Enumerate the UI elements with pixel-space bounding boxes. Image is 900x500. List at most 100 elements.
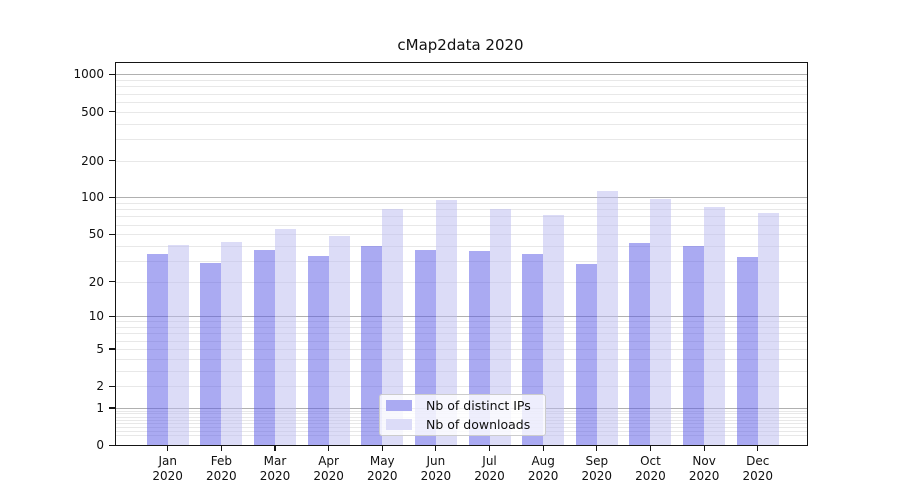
bar-downloads <box>650 198 672 445</box>
y-tick-label: 200 <box>81 153 104 168</box>
bar-distinct-ips <box>361 245 383 445</box>
bar-downloads <box>167 244 189 445</box>
minor-gridline <box>116 245 807 247</box>
minor-gridline <box>116 111 807 113</box>
x-tick-label: Dec 2020 <box>726 454 790 484</box>
x-tick-year: 2020 <box>474 469 505 483</box>
y-tick-label: 10 <box>88 309 104 324</box>
bar-distinct-ips <box>307 255 329 445</box>
x-tick-mark <box>435 445 437 451</box>
x-tick-mark <box>649 445 652 451</box>
x-tick-month: Dec <box>746 454 770 468</box>
minor-gridline <box>116 234 807 236</box>
minor-gridline <box>116 281 807 283</box>
minor-gridline <box>116 386 807 388</box>
bar-distinct-ips <box>683 245 705 445</box>
y-tick-mark <box>109 111 116 113</box>
minor-gridline <box>116 216 807 218</box>
minor-gridline <box>116 224 807 226</box>
minor-gridline <box>116 333 807 335</box>
bar-distinct-ips <box>629 243 651 445</box>
bar-downloads <box>757 212 779 445</box>
x-tick-year: 2020 <box>527 469 559 483</box>
bar-distinct-ips <box>200 262 222 445</box>
x-tick-month: Jun <box>426 454 446 468</box>
x-tick-month: Apr <box>318 454 339 468</box>
bar-downloads <box>274 229 296 445</box>
x-tick-month: Jul <box>482 454 497 468</box>
y-tick-mark <box>109 233 116 235</box>
x-tick-month: Sep <box>585 454 609 468</box>
bar-downloads <box>543 214 565 445</box>
x-tick-label: Oct 2020 <box>618 454 682 484</box>
bar-downloads <box>489 208 511 445</box>
bar-downloads <box>221 242 243 445</box>
minor-gridline <box>116 86 807 88</box>
bar-downloads <box>704 206 726 445</box>
minor-gridline <box>116 340 807 342</box>
x-tick-label: Sep 2020 <box>565 454 629 484</box>
bar-downloads <box>382 209 404 445</box>
x-tick-mark <box>381 445 383 451</box>
minor-gridline <box>116 101 807 103</box>
x-tick-year: 2020 <box>206 469 237 483</box>
y-tick-label: 100 <box>81 190 104 205</box>
x-tick-label: May 2020 <box>350 454 414 484</box>
legend-label-downloads: Nb of downloads <box>426 417 531 432</box>
x-tick-year: 2020 <box>366 469 398 483</box>
plot-area: Nb of distinct IPs Nb of downloads 0 1 2 5 1… <box>73 62 808 483</box>
x-tick-mark <box>488 445 491 451</box>
minor-gridline <box>116 203 807 205</box>
x-tick-mark <box>167 445 169 451</box>
minor-gridline <box>116 370 807 372</box>
x-tick-year: 2020 <box>420 469 452 483</box>
x-tick-mark <box>542 445 544 451</box>
y-tick-mark <box>109 196 116 199</box>
bar-distinct-ips <box>736 257 758 445</box>
x-tick-mark <box>596 445 598 451</box>
x-tick-label: Nov 2020 <box>672 454 736 484</box>
legend-item-distinct-ips: Nb of distinct IPs <box>386 398 545 413</box>
bar-distinct-ips <box>253 249 275 445</box>
y-tick-label: 500 <box>81 104 104 119</box>
x-tick-year: 2020 <box>688 469 720 483</box>
x-tick-month: Aug <box>531 454 555 468</box>
x-tick-label: Apr 2020 <box>297 454 361 484</box>
bar-downloads <box>596 190 618 445</box>
x-tick-year: 2020 <box>152 469 183 483</box>
y-tick-mark <box>109 407 116 409</box>
y-tick-mark <box>109 315 116 318</box>
bar-downloads <box>328 236 350 445</box>
x-tick-label: Jul 2020 <box>458 454 522 484</box>
legend: Nb of distinct IPs Nb of downloads <box>379 394 546 436</box>
minor-gridline <box>116 138 807 140</box>
minor-gridline <box>116 80 807 82</box>
minor-gridline <box>116 160 807 162</box>
bar-distinct-ips <box>146 254 168 445</box>
x-tick-year: 2020 <box>313 469 344 483</box>
y-tick-mark <box>109 73 116 76</box>
y-tick-label: 1000 <box>73 67 104 82</box>
x-tick-month: May <box>369 454 395 468</box>
y-tick-label: 5 <box>96 341 104 356</box>
x-tick-label: Feb 2020 <box>189 454 253 484</box>
legend-swatch-distinct-ips <box>386 400 412 411</box>
legend-swatch-downloads <box>386 419 412 430</box>
chart-title: cMap2data 2020 <box>397 36 524 54</box>
x-tick-label: Jan 2020 <box>136 454 200 484</box>
major-gridline <box>116 197 807 199</box>
legend-label-distinct-ips: Nb of distinct IPs <box>426 398 531 413</box>
x-tick-year: 2020 <box>635 469 666 483</box>
x-tick-label: Jun 2020 <box>404 454 468 484</box>
y-tick-mark <box>109 444 116 446</box>
x-tick-label: Aug 2020 <box>511 454 575 484</box>
y-tick-mark <box>109 348 116 350</box>
x-tick-month: Feb <box>210 454 232 468</box>
x-tick-mark <box>328 445 330 451</box>
minor-gridline <box>116 93 807 95</box>
minor-gridline <box>116 321 807 323</box>
minor-gridline <box>116 260 807 262</box>
x-tick-mark <box>703 445 705 451</box>
x-tick-month: Nov <box>692 454 716 468</box>
